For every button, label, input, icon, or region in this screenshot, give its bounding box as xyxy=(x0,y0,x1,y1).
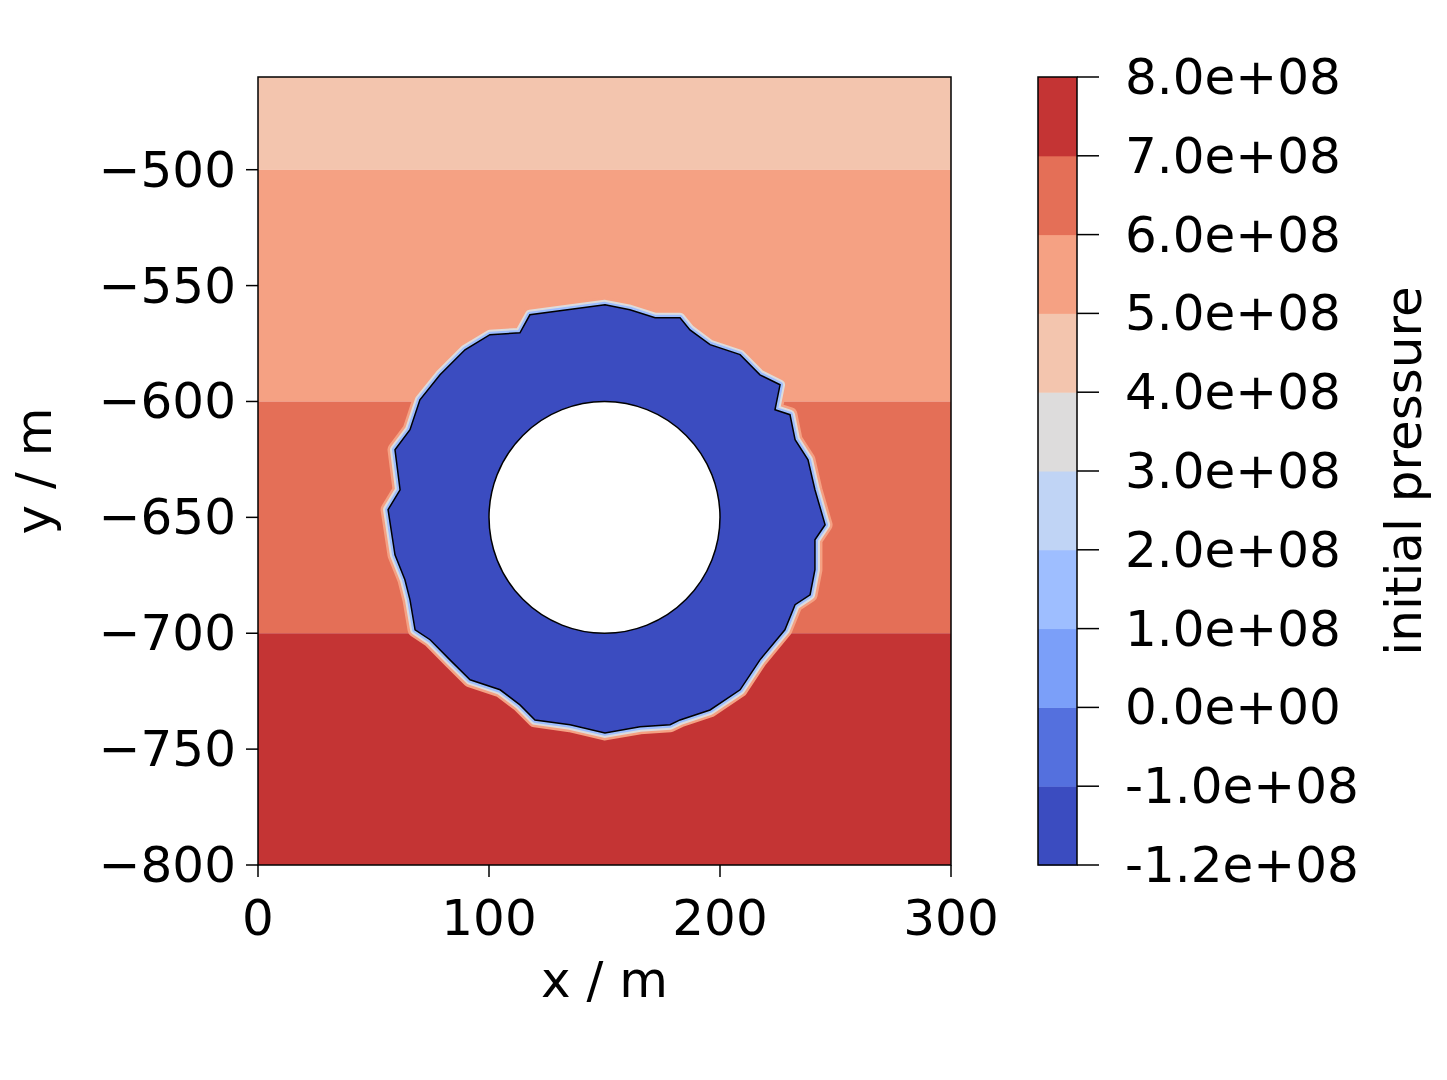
y-tick xyxy=(246,285,258,287)
pressure-band xyxy=(258,401,951,633)
plot-area xyxy=(258,77,951,865)
colorbar-cell xyxy=(1038,313,1077,392)
zone-fringe xyxy=(388,305,825,733)
colorbar-cell xyxy=(1038,550,1077,629)
hole xyxy=(489,401,720,633)
colorbar-tick xyxy=(1077,313,1099,315)
colorbar-tick xyxy=(1077,549,1099,551)
colorbar-tick-label: 1.0e+08 xyxy=(1125,600,1341,658)
colorbar-label: initial pressure xyxy=(1375,286,1433,655)
colorbar-tick-label: -1.0e+08 xyxy=(1125,757,1359,815)
colorbar-tick xyxy=(1077,470,1099,472)
colorbar-tick-label: 3.0e+08 xyxy=(1125,442,1341,500)
colorbar-tick-label: -1.2e+08 xyxy=(1125,836,1359,894)
colorbar-frame xyxy=(1038,77,1077,865)
colorbar-tick-label: 7.0e+08 xyxy=(1125,127,1341,185)
x-tick xyxy=(719,865,721,877)
x-tick-label: 200 xyxy=(672,889,767,947)
x-tick xyxy=(950,865,952,877)
colorbar-tick xyxy=(1077,76,1099,78)
pressure-band xyxy=(258,77,951,170)
x-tick xyxy=(488,865,490,877)
y-tick-label: −750 xyxy=(99,720,236,778)
colorbar-tick-label: 0.0e+00 xyxy=(1125,678,1341,736)
colorbar-tick-label: 4.0e+08 xyxy=(1125,363,1341,421)
colorbar-tick-label: 5.0e+08 xyxy=(1125,284,1341,342)
colorbar-tick xyxy=(1077,234,1099,236)
colorbar-tick xyxy=(1077,785,1099,787)
colorbar-tick-label: 6.0e+08 xyxy=(1125,206,1341,264)
y-tick-label: −550 xyxy=(99,257,236,315)
colorbar-cell xyxy=(1038,392,1077,471)
colorbar-cell xyxy=(1038,707,1077,786)
colorbar-tick-label: 2.0e+08 xyxy=(1125,521,1341,579)
colorbar-tick xyxy=(1077,864,1099,866)
y-tick xyxy=(246,517,258,519)
y-tick xyxy=(246,748,258,750)
x-axis-label: x / m xyxy=(541,951,668,1009)
chart: 0 100 200 300 −800 −750 −700 −650 −600 −550 −500 x … xyxy=(0,0,1447,1080)
colorbar-cell xyxy=(1038,235,1077,314)
y-tick-label: −700 xyxy=(99,604,236,662)
colorbar-cell xyxy=(1038,629,1077,708)
y-tick xyxy=(246,401,258,403)
y-tick-label: −600 xyxy=(99,372,236,430)
colorbar-cell xyxy=(1038,786,1077,865)
colorbar-tick xyxy=(1077,707,1099,709)
colorbar-tick-label: 8.0e+08 xyxy=(1125,48,1341,106)
colorbar-cell xyxy=(1038,471,1077,550)
y-tick xyxy=(246,169,258,171)
y-tick-label: −650 xyxy=(99,488,236,546)
y-tick-label: −500 xyxy=(99,141,236,199)
colorbar-tick xyxy=(1077,628,1099,630)
colorbar-tick xyxy=(1077,155,1099,157)
zone-fringe xyxy=(388,305,825,733)
y-tick xyxy=(246,864,258,866)
plot-frame xyxy=(258,77,951,865)
colorbar-cell xyxy=(1038,77,1077,156)
x-tick-label: 0 xyxy=(242,889,274,947)
zone-fringe xyxy=(388,305,825,733)
y-axis-label: y / m xyxy=(5,408,63,535)
colorbar-cell xyxy=(1038,156,1077,235)
y-tick xyxy=(246,632,258,634)
x-tick-label: 100 xyxy=(441,889,536,947)
x-tick xyxy=(257,865,259,877)
inner-zone xyxy=(388,305,825,733)
colorbar-tick xyxy=(1077,391,1099,393)
y-tick-label: −800 xyxy=(99,836,236,894)
x-tick-label: 300 xyxy=(903,889,998,947)
